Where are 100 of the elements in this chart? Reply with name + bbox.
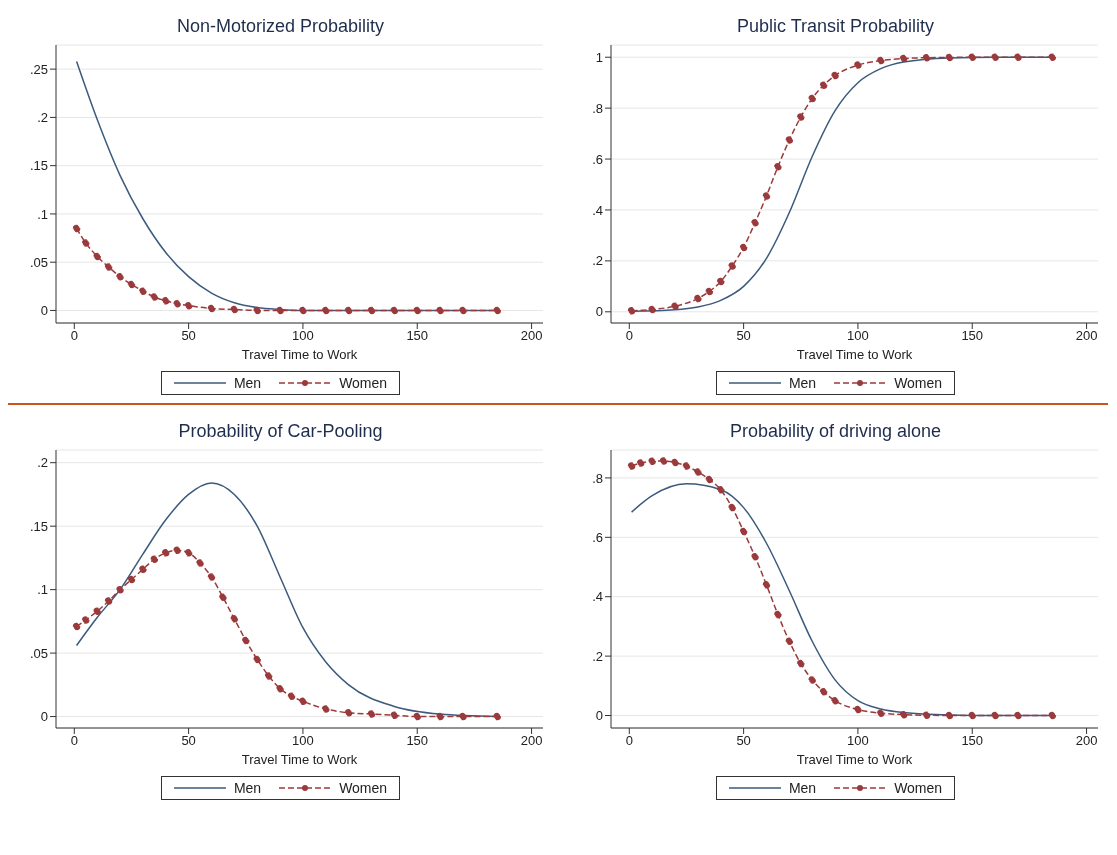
x-tick-label: 200	[1075, 328, 1098, 344]
y-tick-label: .6	[592, 529, 603, 545]
point	[127, 575, 136, 584]
point	[162, 549, 170, 557]
point	[854, 61, 862, 69]
point	[276, 306, 284, 315]
point	[322, 705, 330, 713]
x-tick-label: 200	[520, 733, 543, 749]
point	[705, 287, 714, 296]
point	[367, 710, 376, 718]
point	[322, 306, 330, 315]
point	[968, 53, 976, 61]
chart-title: Probability of driving alone	[728, 421, 943, 442]
point	[299, 697, 307, 706]
y-tick-label: .2	[37, 110, 48, 126]
point	[682, 462, 691, 470]
point	[264, 672, 273, 680]
y-tick-label: .4	[592, 589, 603, 605]
point	[1048, 53, 1057, 61]
point	[922, 711, 931, 719]
x-axis-title: Travel Time to Work	[796, 752, 913, 767]
point	[831, 696, 839, 705]
point	[899, 54, 908, 63]
y-tick-label: 0	[595, 708, 603, 724]
point	[648, 457, 656, 466]
y-tick-label: .8	[592, 100, 603, 116]
point	[945, 711, 954, 720]
point	[242, 636, 250, 645]
point	[81, 239, 90, 247]
point	[945, 53, 954, 62]
y-tick-label: 0	[595, 304, 603, 320]
chart-title: Non-Motorized Probability	[175, 16, 386, 37]
point	[72, 224, 81, 233]
point	[991, 711, 999, 720]
point	[184, 549, 193, 557]
point	[219, 593, 227, 601]
point	[899, 710, 908, 719]
x-tick-label: 100	[847, 328, 869, 344]
point	[671, 302, 679, 310]
legend-label: Men	[233, 780, 262, 796]
point	[72, 622, 81, 631]
point	[774, 162, 782, 171]
legend-label: Men	[788, 375, 817, 391]
point	[785, 136, 794, 144]
x-axis-title: Travel Time to Work	[796, 347, 913, 362]
point	[922, 53, 931, 62]
point	[728, 503, 736, 512]
point	[367, 306, 376, 315]
point	[671, 458, 679, 467]
x-tick-label: 200	[1075, 733, 1098, 749]
point	[648, 305, 656, 314]
point	[751, 218, 759, 227]
y-tick-label: 0	[40, 709, 48, 725]
point	[762, 192, 771, 200]
point	[413, 712, 421, 721]
point	[207, 573, 216, 581]
point	[627, 462, 636, 470]
legend-label: Men	[788, 780, 817, 796]
point	[104, 597, 113, 605]
point	[344, 306, 353, 315]
legend-label: Women	[339, 375, 388, 391]
y-tick-label: 0	[40, 303, 48, 319]
point	[659, 457, 668, 465]
point	[173, 299, 181, 308]
point	[116, 272, 124, 281]
x-tick-label: 100	[847, 733, 869, 749]
y-tick-label: .05	[29, 254, 48, 270]
point	[1014, 711, 1022, 720]
point	[93, 607, 101, 615]
y-tick-label: .4	[592, 202, 603, 218]
point	[705, 475, 714, 484]
point	[751, 552, 759, 561]
point	[877, 56, 885, 65]
point	[459, 712, 467, 721]
y-tick-label: .05	[29, 645, 48, 661]
chart-title: Public Transit Probability	[735, 16, 936, 37]
y-tick-label: .2	[37, 455, 48, 471]
point	[436, 712, 444, 721]
point	[717, 486, 725, 494]
point	[116, 585, 124, 594]
point	[636, 459, 645, 467]
y-tick-label: .25	[29, 61, 48, 77]
chart-title: Probability of Car-Pooling	[177, 421, 384, 442]
point	[207, 304, 216, 313]
point	[184, 301, 193, 310]
x-axis-title: Travel Time to Work	[241, 347, 358, 362]
x-tick-label: 150	[961, 328, 984, 344]
y-tick-label: .2	[592, 648, 603, 664]
point	[104, 263, 113, 271]
x-tick-label: 150	[406, 733, 429, 749]
point	[819, 688, 828, 696]
point	[253, 655, 261, 664]
x-tick-label: 100	[292, 733, 314, 749]
point	[1014, 53, 1022, 61]
point	[797, 113, 805, 121]
point	[739, 243, 748, 252]
x-tick-label: 150	[961, 733, 984, 749]
point	[81, 616, 90, 624]
point	[493, 712, 502, 721]
x-tick-label: 150	[406, 328, 429, 344]
